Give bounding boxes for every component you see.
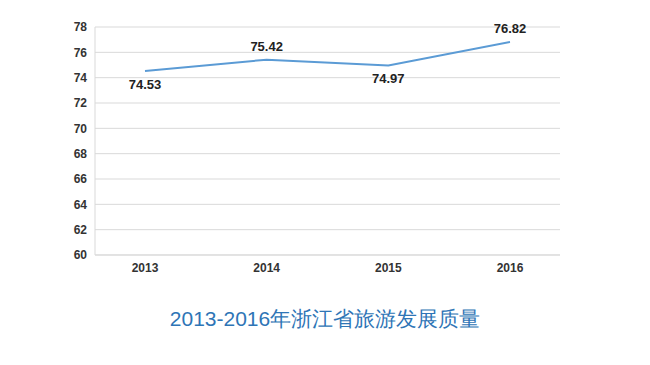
svg-text:64: 64 xyxy=(74,198,88,212)
svg-text:60: 60 xyxy=(74,248,88,262)
svg-text:72: 72 xyxy=(74,96,88,110)
svg-text:62: 62 xyxy=(74,223,88,237)
html-text:2013-2016年浙江省旅游发展质量: 2013-2016年浙江省旅游发展质量 xyxy=(169,307,481,330)
svg-text:75.42: 75.42 xyxy=(250,39,283,54)
svg-text:78: 78 xyxy=(74,20,88,34)
svg-text:2016: 2016 xyxy=(497,261,524,275)
svg-text:2015: 2015 xyxy=(375,261,402,275)
svg-text:68: 68 xyxy=(74,147,88,161)
svg-text:74.97: 74.97 xyxy=(372,71,405,86)
svg-text:76: 76 xyxy=(74,46,88,60)
svg-text:70: 70 xyxy=(74,122,88,136)
svg-text:74: 74 xyxy=(74,71,88,85)
svg-text:2014: 2014 xyxy=(253,261,280,275)
svg-text:2013: 2013 xyxy=(132,261,159,275)
svg-text:66: 66 xyxy=(74,172,88,186)
svg-text:74.53: 74.53 xyxy=(129,77,162,92)
svg-text:76.82: 76.82 xyxy=(494,21,527,36)
